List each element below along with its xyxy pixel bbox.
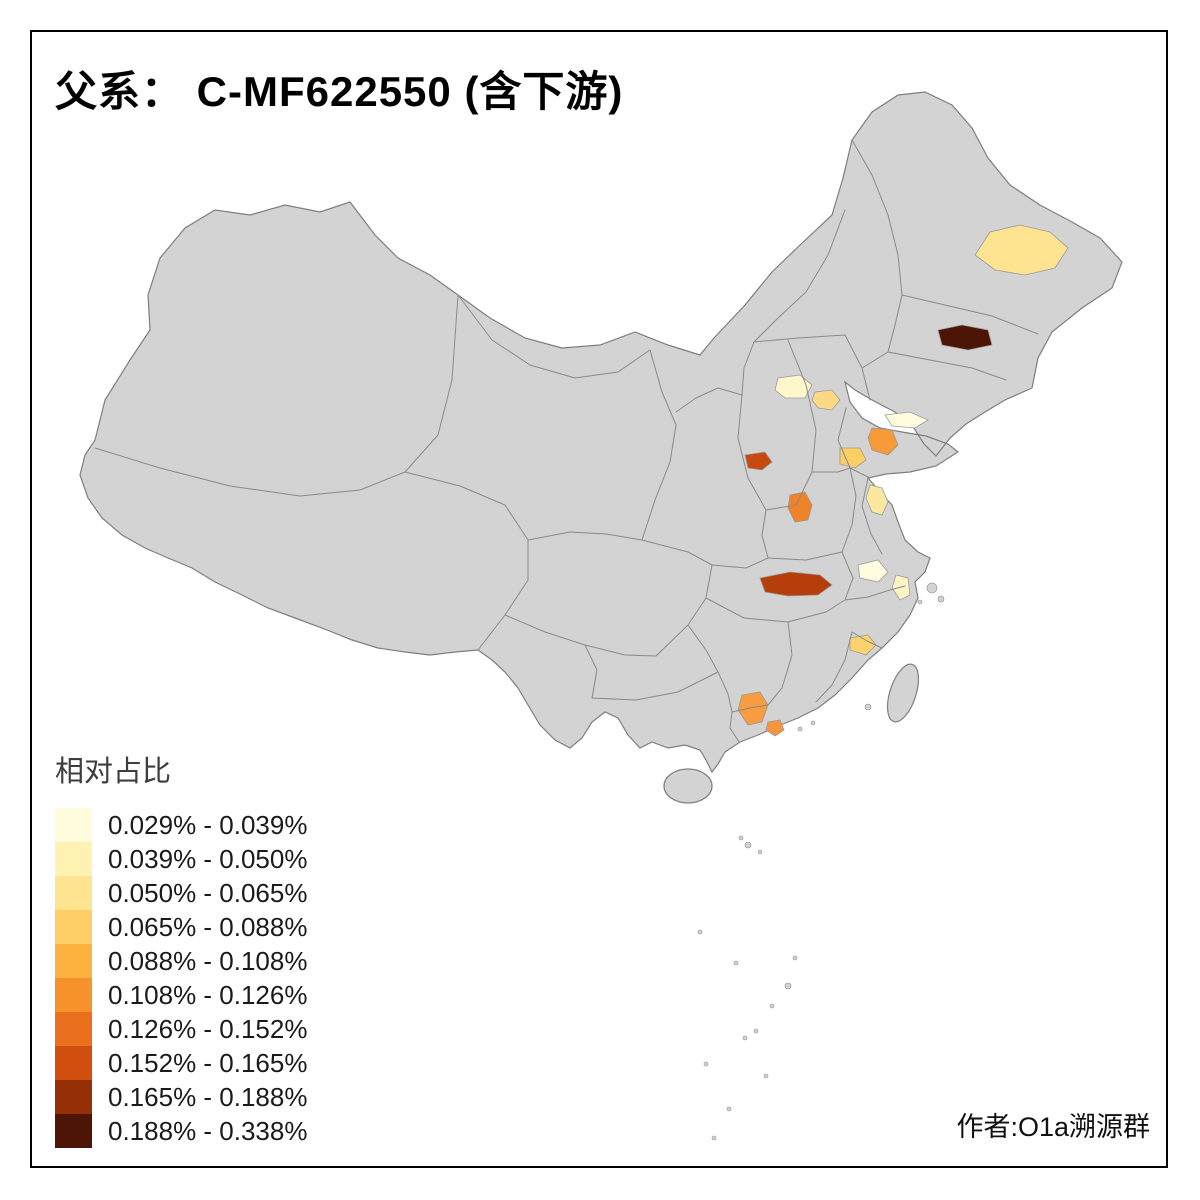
legend-label: 0.126% - 0.152% [108, 1013, 308, 1044]
legend-swatch [55, 910, 92, 944]
legend-swatch [55, 876, 92, 910]
attribution-text: 作者:O1a溯源群 [956, 1112, 1150, 1142]
highlight-shandong-central [867, 427, 899, 456]
legend-swatch [55, 842, 92, 876]
highlight-guangdong-west [765, 719, 785, 737]
legend-swatch [55, 1046, 92, 1080]
legend-label: 0.108% - 0.126% [108, 979, 308, 1010]
highlight-tianjin-hebei [811, 389, 841, 411]
legend-label: 0.039% - 0.050% [108, 843, 308, 874]
small-islands [697, 582, 945, 1141]
highlight-henan-central [787, 491, 813, 523]
legend-swatch [55, 1080, 92, 1114]
highlight-guangxi-east [737, 691, 769, 726]
legend-swatch [55, 1012, 92, 1046]
legend-item: 0.108% - 0.126% [55, 978, 307, 1012]
legend-swatch [55, 978, 92, 1012]
legend-item: 0.029% - 0.039% [55, 808, 307, 842]
legend-label: 0.165% - 0.188% [108, 1081, 308, 1112]
legend-label: 0.065% - 0.088% [108, 911, 308, 942]
china-mainland [79, 91, 1123, 774]
legend-item: 0.126% - 0.152% [55, 1012, 307, 1046]
legend-item: 0.165% - 0.188% [55, 1080, 307, 1114]
legend-item: 0.050% - 0.065% [55, 876, 307, 910]
legend-item: 0.065% - 0.088% [55, 910, 307, 944]
legend-swatch [55, 1114, 92, 1148]
highlight-hubei-central [759, 571, 833, 597]
highlight-anhui-south [857, 559, 889, 583]
highlight-jilin-liaoning [937, 324, 993, 351]
legend-swatch [55, 808, 92, 842]
legend-item: 0.188% - 0.338% [55, 1114, 307, 1148]
legend-item: 0.088% - 0.108% [55, 944, 307, 978]
highlight-shanxi-south [744, 451, 773, 471]
legend-label: 0.029% - 0.039% [108, 809, 308, 840]
highlight-beijing-hebei [774, 374, 813, 399]
highlighted-regions [737, 224, 1069, 737]
legend-item: 0.039% - 0.050% [55, 842, 307, 876]
highlight-fujian-coast [849, 634, 877, 656]
legend-item: 0.152% - 0.165% [55, 1046, 307, 1080]
page-title: 父系： C-MF622550 (含下游) [55, 68, 624, 115]
legend: 相对占比 0.029% - 0.039% 0.039% - 0.050% 0.0… [55, 748, 307, 1148]
highlight-shandong-peninsula [884, 411, 929, 429]
legend-label: 0.188% - 0.338% [108, 1115, 308, 1146]
legend-label: 0.050% - 0.065% [108, 877, 308, 908]
highlight-heilongjiang [974, 224, 1069, 276]
highlight-jiangsu-north [865, 484, 889, 516]
hainan-island [663, 768, 713, 804]
province-boundaries [94, 139, 1039, 743]
taiwan-island [886, 663, 920, 723]
legend-label: 0.088% - 0.108% [108, 945, 308, 976]
legend-swatch [55, 944, 92, 978]
legend-label: 0.152% - 0.165% [108, 1047, 308, 1078]
legend-title: 相对占比 [55, 756, 172, 788]
highlight-shandong-west [839, 447, 867, 469]
